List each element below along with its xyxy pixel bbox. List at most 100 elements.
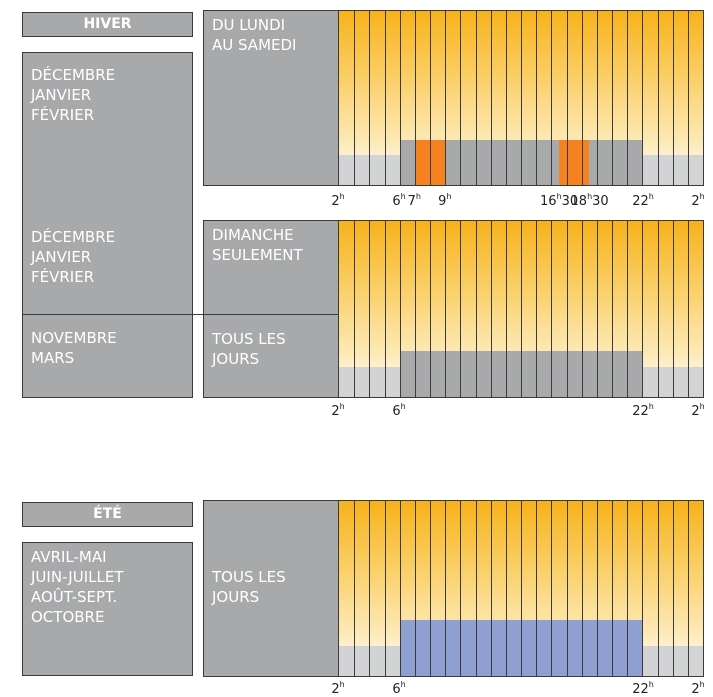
segment-summer: [399, 620, 643, 676]
hour-gridline: [475, 221, 477, 397]
hour-gridline: [399, 501, 401, 676]
winter-all-ticks: 2h 6h 22h 2h: [0, 402, 713, 420]
hour-gridline: [460, 11, 462, 185]
hour-gridline: [642, 11, 644, 185]
hour-gridline: [399, 221, 401, 397]
hour-gridline: [475, 11, 477, 185]
all-days-label-winter: TOUS LES JOURS: [212, 330, 286, 368]
hour-gridline: [505, 501, 507, 676]
hour-gridline: [505, 11, 507, 185]
hour-gridline: [445, 501, 447, 676]
hour-gridline: [687, 11, 689, 185]
hour-gridline: [384, 221, 386, 397]
hour-gridline: [369, 221, 371, 397]
hour-gridline: [536, 221, 538, 397]
hour-gridline: [551, 221, 553, 397]
hour-gridline: [384, 11, 386, 185]
hour-tick-label: 7h: [407, 192, 421, 209]
hour-gridline: [672, 11, 674, 185]
hour-gridline: [414, 501, 416, 676]
hour-tick-label: 9h: [438, 192, 452, 209]
segment-offpeak: [445, 139, 559, 185]
hour-gridline: [551, 11, 553, 185]
hour-gridline: [460, 501, 462, 676]
hour-gridline: [445, 221, 447, 397]
hour-gridline: [687, 221, 689, 397]
hour-gridline: [445, 11, 447, 185]
segment-offpeak: [399, 351, 643, 397]
hour-gridline: [521, 221, 522, 397]
hour-gridline: [369, 11, 371, 185]
hour-tick-label: 18h30: [570, 192, 609, 209]
hour-gridline: [399, 11, 401, 185]
hour-gridline: [627, 11, 629, 185]
hour-gridline: [430, 221, 431, 397]
hour-gridline: [612, 11, 613, 185]
hour-gridline: [414, 221, 416, 397]
hour-gridline: [475, 501, 477, 676]
hour-gridline: [596, 11, 598, 185]
hour-tick-label: 2h: [691, 192, 705, 209]
months-dec-feb-mid: DÉCEMBRE JANVIER FÉVRIER: [31, 228, 116, 286]
hour-tick-label: 2h: [691, 402, 705, 419]
hour-gridline: [627, 221, 629, 397]
winter-weekday-ticks: 2h 6h 7h 9h 16h30 18h30 22h 2h: [0, 192, 713, 210]
hour-gridline: [687, 501, 689, 676]
hour-gridline: [642, 501, 644, 676]
hour-gridline: [596, 501, 598, 676]
hour-gridline: [414, 11, 416, 185]
winter-months-panel: DÉCEMBRE JANVIER FÉVRIER DÉCEMBRE JANVIE…: [22, 52, 193, 398]
hour-gridline: [672, 501, 674, 676]
hour-gridline: [612, 501, 613, 676]
hour-gridline: [581, 221, 583, 397]
hour-gridline: [672, 221, 674, 397]
hour-gridline: [505, 221, 507, 397]
hour-gridline: [430, 11, 431, 185]
summer-months-panel: AVRIL-MAI JUIN-JUILLET AOÛT-SEPT. OCTOBR…: [22, 542, 193, 676]
segment-peak: [558, 139, 590, 185]
hour-tick-label: 2h: [331, 402, 345, 419]
hour-gridline: [384, 501, 386, 676]
segment-offpeak: [399, 139, 415, 185]
summer-all-ticks: 2h 6h 22h 2h: [0, 680, 713, 697]
winter-all-chart: [338, 220, 704, 398]
hour-tick-label: 6h: [392, 680, 406, 697]
weekday-label: DU LUNDI AU SAMEDI: [212, 16, 297, 54]
hour-gridline: [627, 501, 629, 676]
hour-gridline: [536, 11, 538, 185]
hour-gridline: [596, 221, 598, 397]
winter-weekday-chart: [338, 10, 704, 186]
hour-gridline: [566, 11, 568, 185]
summer-label-panel: TOUS LES JOURS: [203, 500, 339, 677]
hour-tick-label: 2h: [691, 680, 705, 697]
segment-peak: [414, 139, 446, 185]
hour-tick-label: 22h: [632, 680, 654, 697]
hour-gridline: [581, 501, 583, 676]
winter-header: HIVER: [22, 12, 193, 37]
hour-gridline: [521, 11, 522, 185]
hour-gridline: [354, 221, 356, 397]
hour-gridline: [642, 221, 644, 397]
hour-gridline: [657, 501, 659, 676]
hour-gridline: [551, 501, 553, 676]
hour-gridline: [460, 221, 462, 397]
hour-tick-label: 2h: [331, 680, 345, 697]
sunday-label: DIMANCHE SEULEMENT: [212, 226, 303, 264]
sunday-label-panel: DIMANCHE SEULEMENT TOUS LES JOURS: [203, 220, 339, 398]
hour-tick-label: 22h: [632, 192, 654, 209]
hour-gridline: [354, 11, 356, 185]
hour-gridline: [657, 221, 659, 397]
hour-tick-label: 22h: [632, 402, 654, 419]
segment-offpeak: [589, 139, 643, 185]
summer-all-chart: [338, 500, 704, 677]
hour-gridline: [490, 11, 492, 185]
hour-gridline: [369, 501, 371, 676]
months-dec-feb-top: DÉCEMBRE JANVIER FÉVRIER: [31, 66, 116, 124]
hour-gridline: [430, 501, 431, 676]
hour-tick-label: 2h: [331, 192, 345, 209]
hour-gridline: [612, 221, 613, 397]
summer-months: AVRIL-MAI JUIN-JUILLET AOÛT-SEPT. OCTOBR…: [31, 548, 124, 626]
hour-gridline: [566, 221, 568, 397]
hour-gridline: [566, 501, 568, 676]
summer-all-days-label: TOUS LES JOURS: [212, 568, 286, 606]
